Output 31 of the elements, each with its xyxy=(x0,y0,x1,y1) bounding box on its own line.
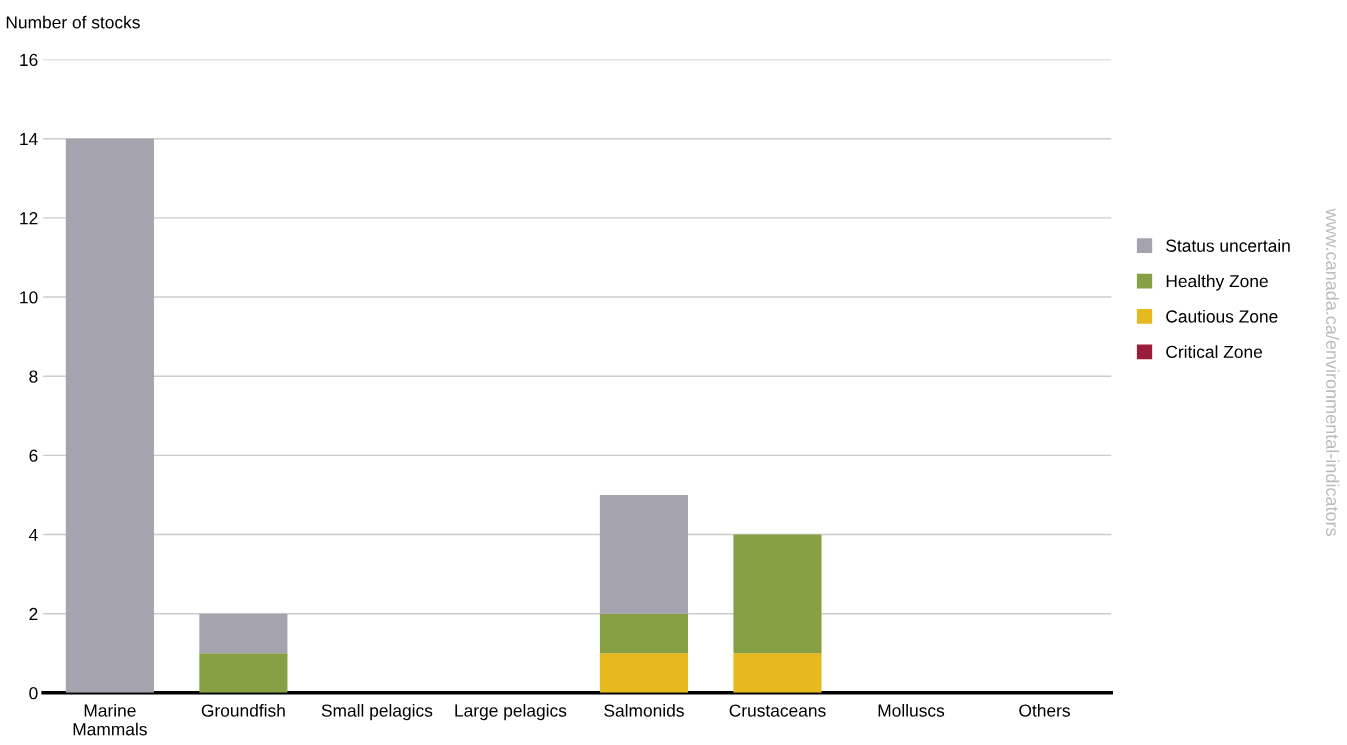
bar xyxy=(733,534,822,654)
y-tick-label: 0 xyxy=(29,687,38,700)
bar xyxy=(599,613,689,654)
x-tick-label: Large pelagics xyxy=(455,703,567,721)
bar xyxy=(599,494,689,614)
legend-label: Healthy Zone xyxy=(1166,274,1268,291)
text: www.canada.ca/environmental-indicators xyxy=(1325,208,1340,536)
y-tick-label: 4 xyxy=(28,528,38,541)
y-tick-label: 16 xyxy=(20,53,38,67)
x-tick-label: Molluscs xyxy=(878,703,945,717)
bar xyxy=(599,653,689,693)
y-tick-label: 6 xyxy=(29,449,38,462)
y-tick-label: 12 xyxy=(20,212,38,225)
x-tick-label: Salmonids xyxy=(604,703,684,717)
y-tick-label: 10 xyxy=(20,291,38,304)
legend-label: Status uncertain xyxy=(1166,239,1290,252)
legend-label: Critical Zone xyxy=(1166,345,1263,358)
bar xyxy=(733,653,822,693)
x-tick-label: Crustaceans xyxy=(729,704,826,717)
y-axis-title: Number of stocks xyxy=(6,15,140,29)
y-tick-label: 2 xyxy=(29,607,38,620)
x-tick-label: Others xyxy=(1019,703,1070,717)
legend-label: Cautious Zone xyxy=(1166,309,1278,323)
x-tick-label: Groundfish xyxy=(201,703,285,717)
y-tick-label: 8 xyxy=(29,370,38,383)
x-tick-label: Small pelagics xyxy=(321,703,433,721)
bar xyxy=(65,138,154,693)
bar xyxy=(199,653,288,693)
bar xyxy=(199,613,288,654)
x-tick-label: Marine Mammals xyxy=(73,703,147,736)
y-tick-label: 14 xyxy=(20,133,38,146)
